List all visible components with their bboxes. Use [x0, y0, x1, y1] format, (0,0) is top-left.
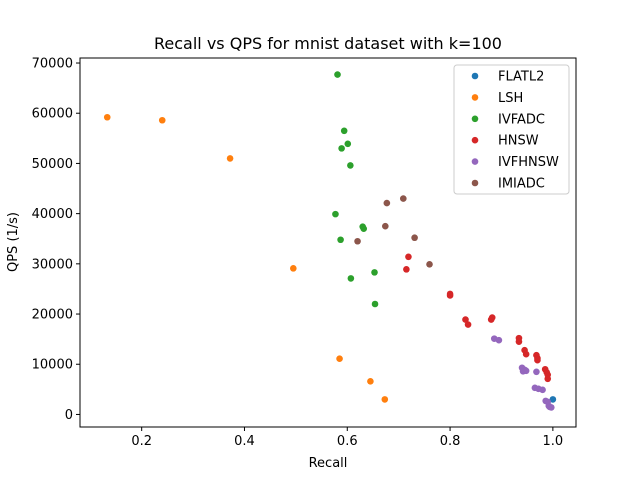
ivfadc-point	[360, 225, 368, 232]
hnsw-point	[464, 321, 472, 328]
series-imiadc	[354, 195, 433, 268]
ivfadc-point	[332, 210, 339, 218]
x-axis-ticks: 0.2 0.4 0.6 0.8 1.0	[131, 427, 563, 449]
imiadc-point	[382, 222, 389, 230]
hnsw-point	[487, 316, 495, 323]
ivfhnsw-point	[548, 404, 555, 411]
ivfadc-point	[344, 140, 352, 148]
y-tick-label: 50000	[32, 157, 73, 172]
imiadc-point	[411, 234, 418, 242]
y-tick-label: 40000	[32, 207, 73, 222]
legend-label-ivfhnsw: IVFHNSW	[498, 155, 559, 170]
data-points	[103, 71, 557, 411]
imiadc-point	[354, 237, 361, 245]
hnsw-point	[544, 375, 552, 383]
y-axis-ticks: 0 10000 20000 30000 40000 50000 60000 70000	[32, 57, 80, 423]
series-flatl2	[549, 396, 557, 403]
flatl2-point	[549, 396, 557, 403]
ivfhnsw-point	[539, 386, 546, 394]
series-ivfhnsw	[490, 335, 555, 411]
legend-marker-ivfhnsw	[471, 158, 479, 165]
ivfadc-point	[340, 127, 348, 135]
legend-label-hnsw: HNSW	[498, 134, 539, 149]
legend-label-lsh: LSH	[498, 91, 523, 106]
ivfhnsw-point	[495, 336, 503, 344]
lsh-point	[381, 396, 389, 403]
ivfadc-point	[347, 275, 355, 282]
y-tick-label: 70000	[32, 57, 73, 72]
series-lsh	[103, 113, 389, 403]
chart-title: Recall vs QPS for mnist dataset with k=1…	[154, 34, 502, 53]
legend-marker-imiadc	[471, 179, 479, 187]
imiadc-point	[399, 195, 407, 202]
x-tick-label: 0.8	[440, 434, 461, 449]
legend-label-flatl2: FLATL2	[498, 70, 544, 85]
legend-marker-flatl2	[471, 72, 479, 80]
x-axis-label: Recall	[309, 456, 348, 471]
legend-label-imiadc: IMIADC	[498, 177, 545, 192]
legend-marker-hnsw	[471, 136, 479, 144]
x-tick-label: 0.6	[337, 434, 358, 449]
legend-label-ivfadc: IVFADC	[498, 112, 545, 127]
legend: FLATL2 LSH IVFADC HNSW IVFHNSW IMIADC	[453, 64, 570, 195]
x-tick-label: 0.4	[234, 434, 255, 449]
ivfadc-point	[347, 162, 354, 169]
hnsw-point	[405, 253, 412, 261]
x-tick-label: 0.2	[131, 434, 152, 449]
lsh-point	[226, 155, 234, 162]
ivfadc-point	[337, 236, 344, 244]
hnsw-point	[515, 338, 523, 345]
hnsw-point	[522, 350, 530, 358]
hnsw-point	[534, 356, 541, 364]
imiadc-point	[383, 199, 391, 207]
lsh-point	[103, 113, 111, 121]
x-tick-label: 1.0	[543, 434, 564, 449]
y-tick-label: 10000	[32, 358, 73, 373]
y-axis-label: QPS (1/s)	[6, 212, 21, 272]
ivfadc-point	[338, 145, 345, 152]
y-tick-label: 60000	[32, 107, 73, 122]
imiadc-point	[426, 261, 433, 268]
hnsw-point	[462, 316, 469, 323]
ivfhnsw-point	[522, 367, 530, 375]
ivfhnsw-point	[533, 368, 540, 376]
lsh-point	[367, 378, 374, 385]
lsh-point	[158, 116, 166, 124]
series-hnsw	[403, 253, 552, 383]
legend-marker-lsh	[471, 94, 479, 101]
y-tick-label: 0	[65, 408, 73, 423]
ivfadc-point	[371, 269, 378, 276]
legend-marker-ivfadc	[471, 115, 479, 123]
axes-frame	[79, 57, 577, 428]
series-ivfadc	[332, 71, 379, 308]
hnsw-point	[446, 292, 454, 299]
hnsw-point	[403, 266, 410, 273]
y-tick-label: 20000	[32, 308, 73, 323]
legend-box	[453, 64, 570, 195]
lsh-point	[336, 355, 343, 363]
ivfadc-point	[334, 71, 341, 78]
y-tick-label: 30000	[32, 257, 73, 272]
ivfadc-point	[371, 300, 379, 308]
lsh-point	[290, 265, 297, 272]
